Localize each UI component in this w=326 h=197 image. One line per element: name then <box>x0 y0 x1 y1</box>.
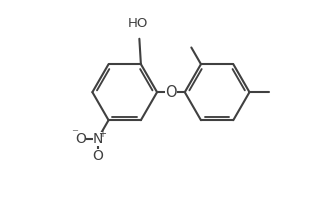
Text: O: O <box>75 132 86 146</box>
Text: HO: HO <box>127 17 148 30</box>
Text: ⁻: ⁻ <box>71 127 78 140</box>
Text: O: O <box>92 149 103 163</box>
Text: O: O <box>165 85 177 100</box>
Text: N: N <box>93 132 103 146</box>
Text: +: + <box>97 129 106 139</box>
